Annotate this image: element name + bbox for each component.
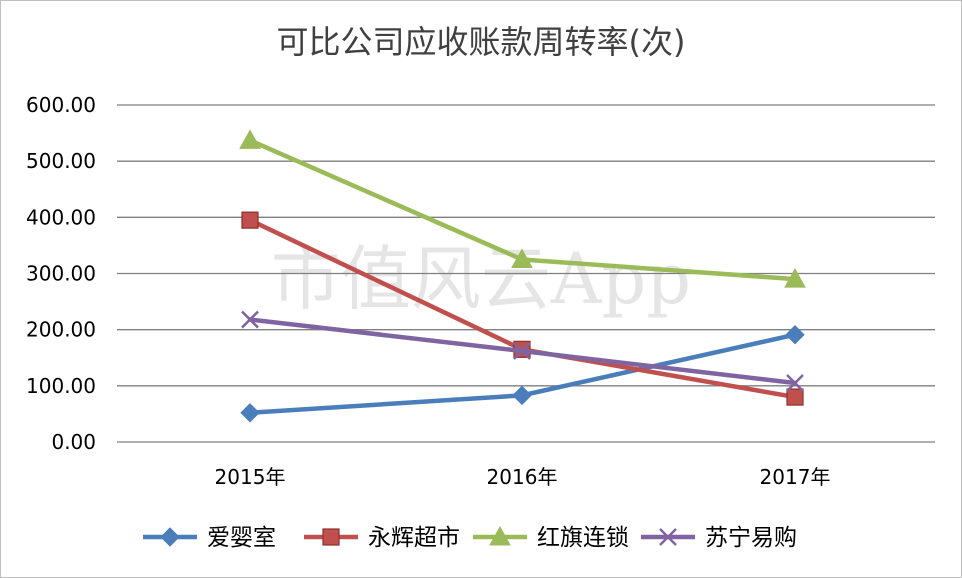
legend-marker bbox=[160, 527, 180, 547]
legend-item: 苏宁易购 bbox=[641, 525, 797, 551]
y-tick-label: 600.00 bbox=[26, 93, 96, 117]
data-point bbox=[513, 342, 531, 360]
legend-label: 爱婴室 bbox=[207, 525, 276, 551]
data-point bbox=[240, 403, 260, 423]
x-tick-label: 2017年 bbox=[760, 465, 831, 489]
data-point bbox=[511, 248, 533, 268]
data-point bbox=[241, 211, 259, 229]
legend-marker bbox=[322, 528, 340, 546]
axis-labels: 0.00 100.00 200.00 300.00 400.00 500.00 600.00… bbox=[26, 93, 830, 489]
y-tick-label: 100.00 bbox=[26, 374, 96, 398]
legend-item: 红旗连锁 bbox=[473, 525, 629, 551]
data-point bbox=[786, 374, 804, 392]
data-point bbox=[786, 388, 804, 406]
x-tick-label: 2015年 bbox=[215, 465, 286, 489]
legend-item: 爱婴室 bbox=[143, 525, 276, 551]
legend-label: 永辉超市 bbox=[368, 525, 460, 551]
legend-marker bbox=[489, 525, 511, 546]
y-tick-label: 200.00 bbox=[26, 318, 96, 342]
x-tick-label: 2016年 bbox=[487, 465, 558, 489]
data-point bbox=[239, 129, 261, 149]
data-point bbox=[241, 310, 259, 329]
chart-title: 可比公司应收账款周转率(次) bbox=[277, 23, 686, 61]
y-tick-label: 500.00 bbox=[26, 149, 96, 173]
watermark: 市值风云App bbox=[271, 238, 691, 320]
data-point bbox=[784, 268, 806, 288]
y-tick-label: 400.00 bbox=[26, 205, 96, 229]
legend-item: 永辉超市 bbox=[304, 525, 460, 551]
legend-label: 红旗连锁 bbox=[537, 525, 629, 551]
data-point bbox=[785, 325, 805, 345]
data-point bbox=[512, 385, 532, 406]
legend-marker bbox=[659, 528, 677, 546]
series-lines bbox=[239, 129, 806, 423]
y-tick-label: 0.00 bbox=[51, 430, 96, 454]
y-tick-label: 300.00 bbox=[26, 262, 96, 286]
legend: 爱婴室 永辉超市 红旗连锁 苏宁易购 bbox=[143, 525, 797, 551]
legend-label: 苏宁易购 bbox=[705, 525, 797, 551]
